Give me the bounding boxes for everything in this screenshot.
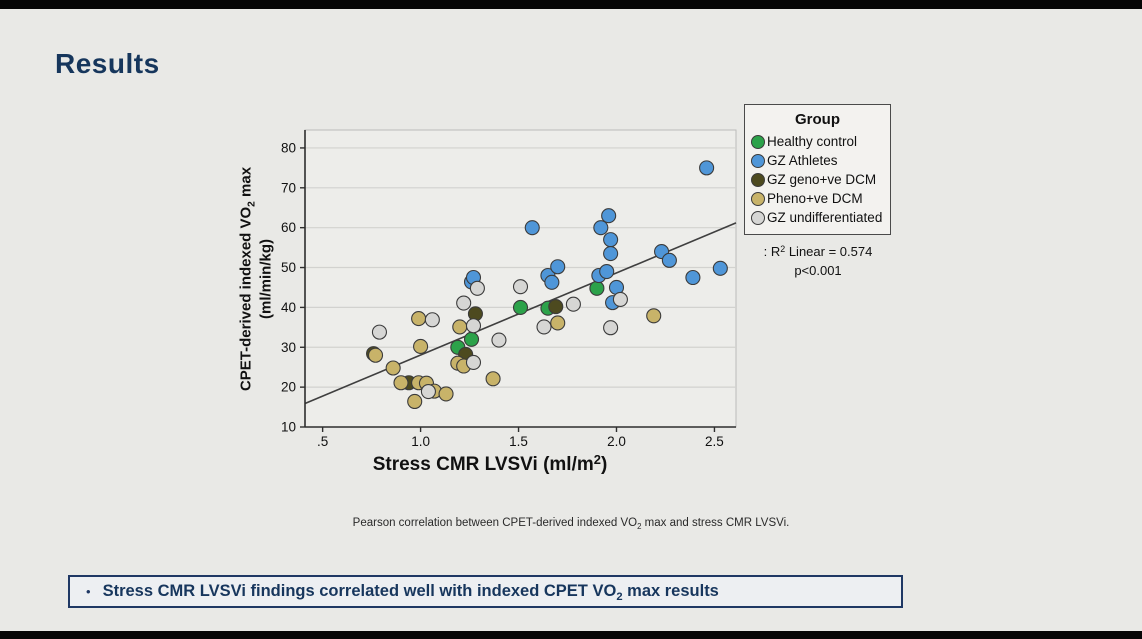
y-tick-label: 30 [281,340,296,355]
legend-item: GZ geno+ve DCM [751,170,884,189]
data-point [456,295,472,311]
data-point [599,263,615,280]
legend-label: GZ geno+ve DCM [767,172,877,187]
data-point [512,279,529,295]
chart-caption: Pearson correlation between CPET-derived… [352,517,790,531]
legend-title: Group [795,111,840,128]
data-point [491,332,507,348]
top-black-bar [0,0,1142,9]
data-point [465,354,482,370]
x-tick-label: 2.5 [705,434,724,449]
data-point [603,246,619,262]
data-point [413,338,429,355]
data-point [603,232,619,248]
data-point [411,311,427,327]
x-tick-label: 2.0 [607,434,626,449]
data-point [712,260,728,276]
data-point [565,296,581,312]
legend-item: Healthy control [751,132,884,151]
data-point [536,319,552,335]
data-point [550,315,566,331]
data-point [544,274,560,290]
r2-value: : R2 Linear = 0.574 [763,244,873,259]
y-tick-label: 80 [281,140,296,155]
data-point [407,393,423,410]
y-axis-label-line1: CPET-derived indexed VO2 max [237,166,258,392]
legend-swatch [751,210,765,225]
r2-annotation: : R2 Linear = 0.574 p<0.001 [757,243,879,279]
scatter-svg: 10 20 30 40 50 60 70 80 .5 1.0 1.5 2.0 2.5 [281,129,737,449]
data-point [612,291,628,307]
data-point [699,160,715,176]
data-point [367,347,384,363]
data-point [371,324,387,340]
y-tick-label: 50 [281,260,296,275]
bottom-black-bar [0,631,1142,639]
y-tick-label: 60 [281,220,296,235]
data-point [589,280,605,296]
data-point [452,319,468,335]
legend-list: Healthy control GZ Athletes GZ geno+ve DCM… [751,132,884,227]
legend-swatch [751,153,765,168]
data-point [646,308,662,324]
legend-swatch [751,191,765,206]
y-axis-label-line2: (ml/min/kg) [257,239,274,320]
legend-label: GZ undifferentiated [767,210,883,225]
data-point [550,259,566,275]
y-tick-label: 10 [281,420,296,435]
data-point [603,320,619,336]
y-tick-label: 70 [281,180,296,195]
bullet-marker: • [86,584,91,599]
page-title: Results [55,48,160,79]
data-point [512,299,529,315]
data-point [485,371,501,387]
x-tick-label: 1.5 [509,434,528,449]
data-point [420,383,436,400]
y-tick-label: 40 [281,300,296,315]
legend-item: GZ undifferentiated [751,208,884,227]
legend-label: GZ Athletes [767,153,838,168]
data-point [465,318,482,334]
data-point [438,386,454,402]
data-point [685,269,701,286]
x-tick-label: .5 [317,434,328,449]
x-axis-label: Stress CMR LVSVi (ml/m2) [372,452,608,475]
data-point [463,331,480,347]
x-tick-label: 1.0 [411,434,430,449]
data-point [593,220,609,236]
legend-label: Healthy control [767,134,858,149]
legend-label: Pheno+ve DCM [767,191,863,206]
legend-item: Pheno+ve DCM [751,189,884,208]
chart-legend: Group Healthy control GZ Athletes GZ geno+… [744,104,891,235]
takeaway-box: • Stress CMR LVSVi findings correlated w… [68,575,903,608]
data-point [661,252,677,268]
data-point [469,280,485,296]
y-tick-label: 20 [281,380,296,395]
data-point [524,220,540,236]
scatter-chart: 10 20 30 40 50 60 70 80 .5 1.0 1.5 2.0 2.5 [230,95,750,495]
data-point [424,312,440,328]
legend-item: GZ Athletes [751,151,884,170]
data-point [393,375,409,391]
p-value: p<0.001 [794,263,842,278]
data-point [385,360,401,376]
legend-swatch [751,134,765,149]
legend-swatch [751,172,765,187]
plot-area [304,129,737,428]
takeaway-text: Stress CMR LVSVi findings correlated wel… [102,582,719,603]
data-point [601,208,617,224]
data-point [548,299,564,315]
